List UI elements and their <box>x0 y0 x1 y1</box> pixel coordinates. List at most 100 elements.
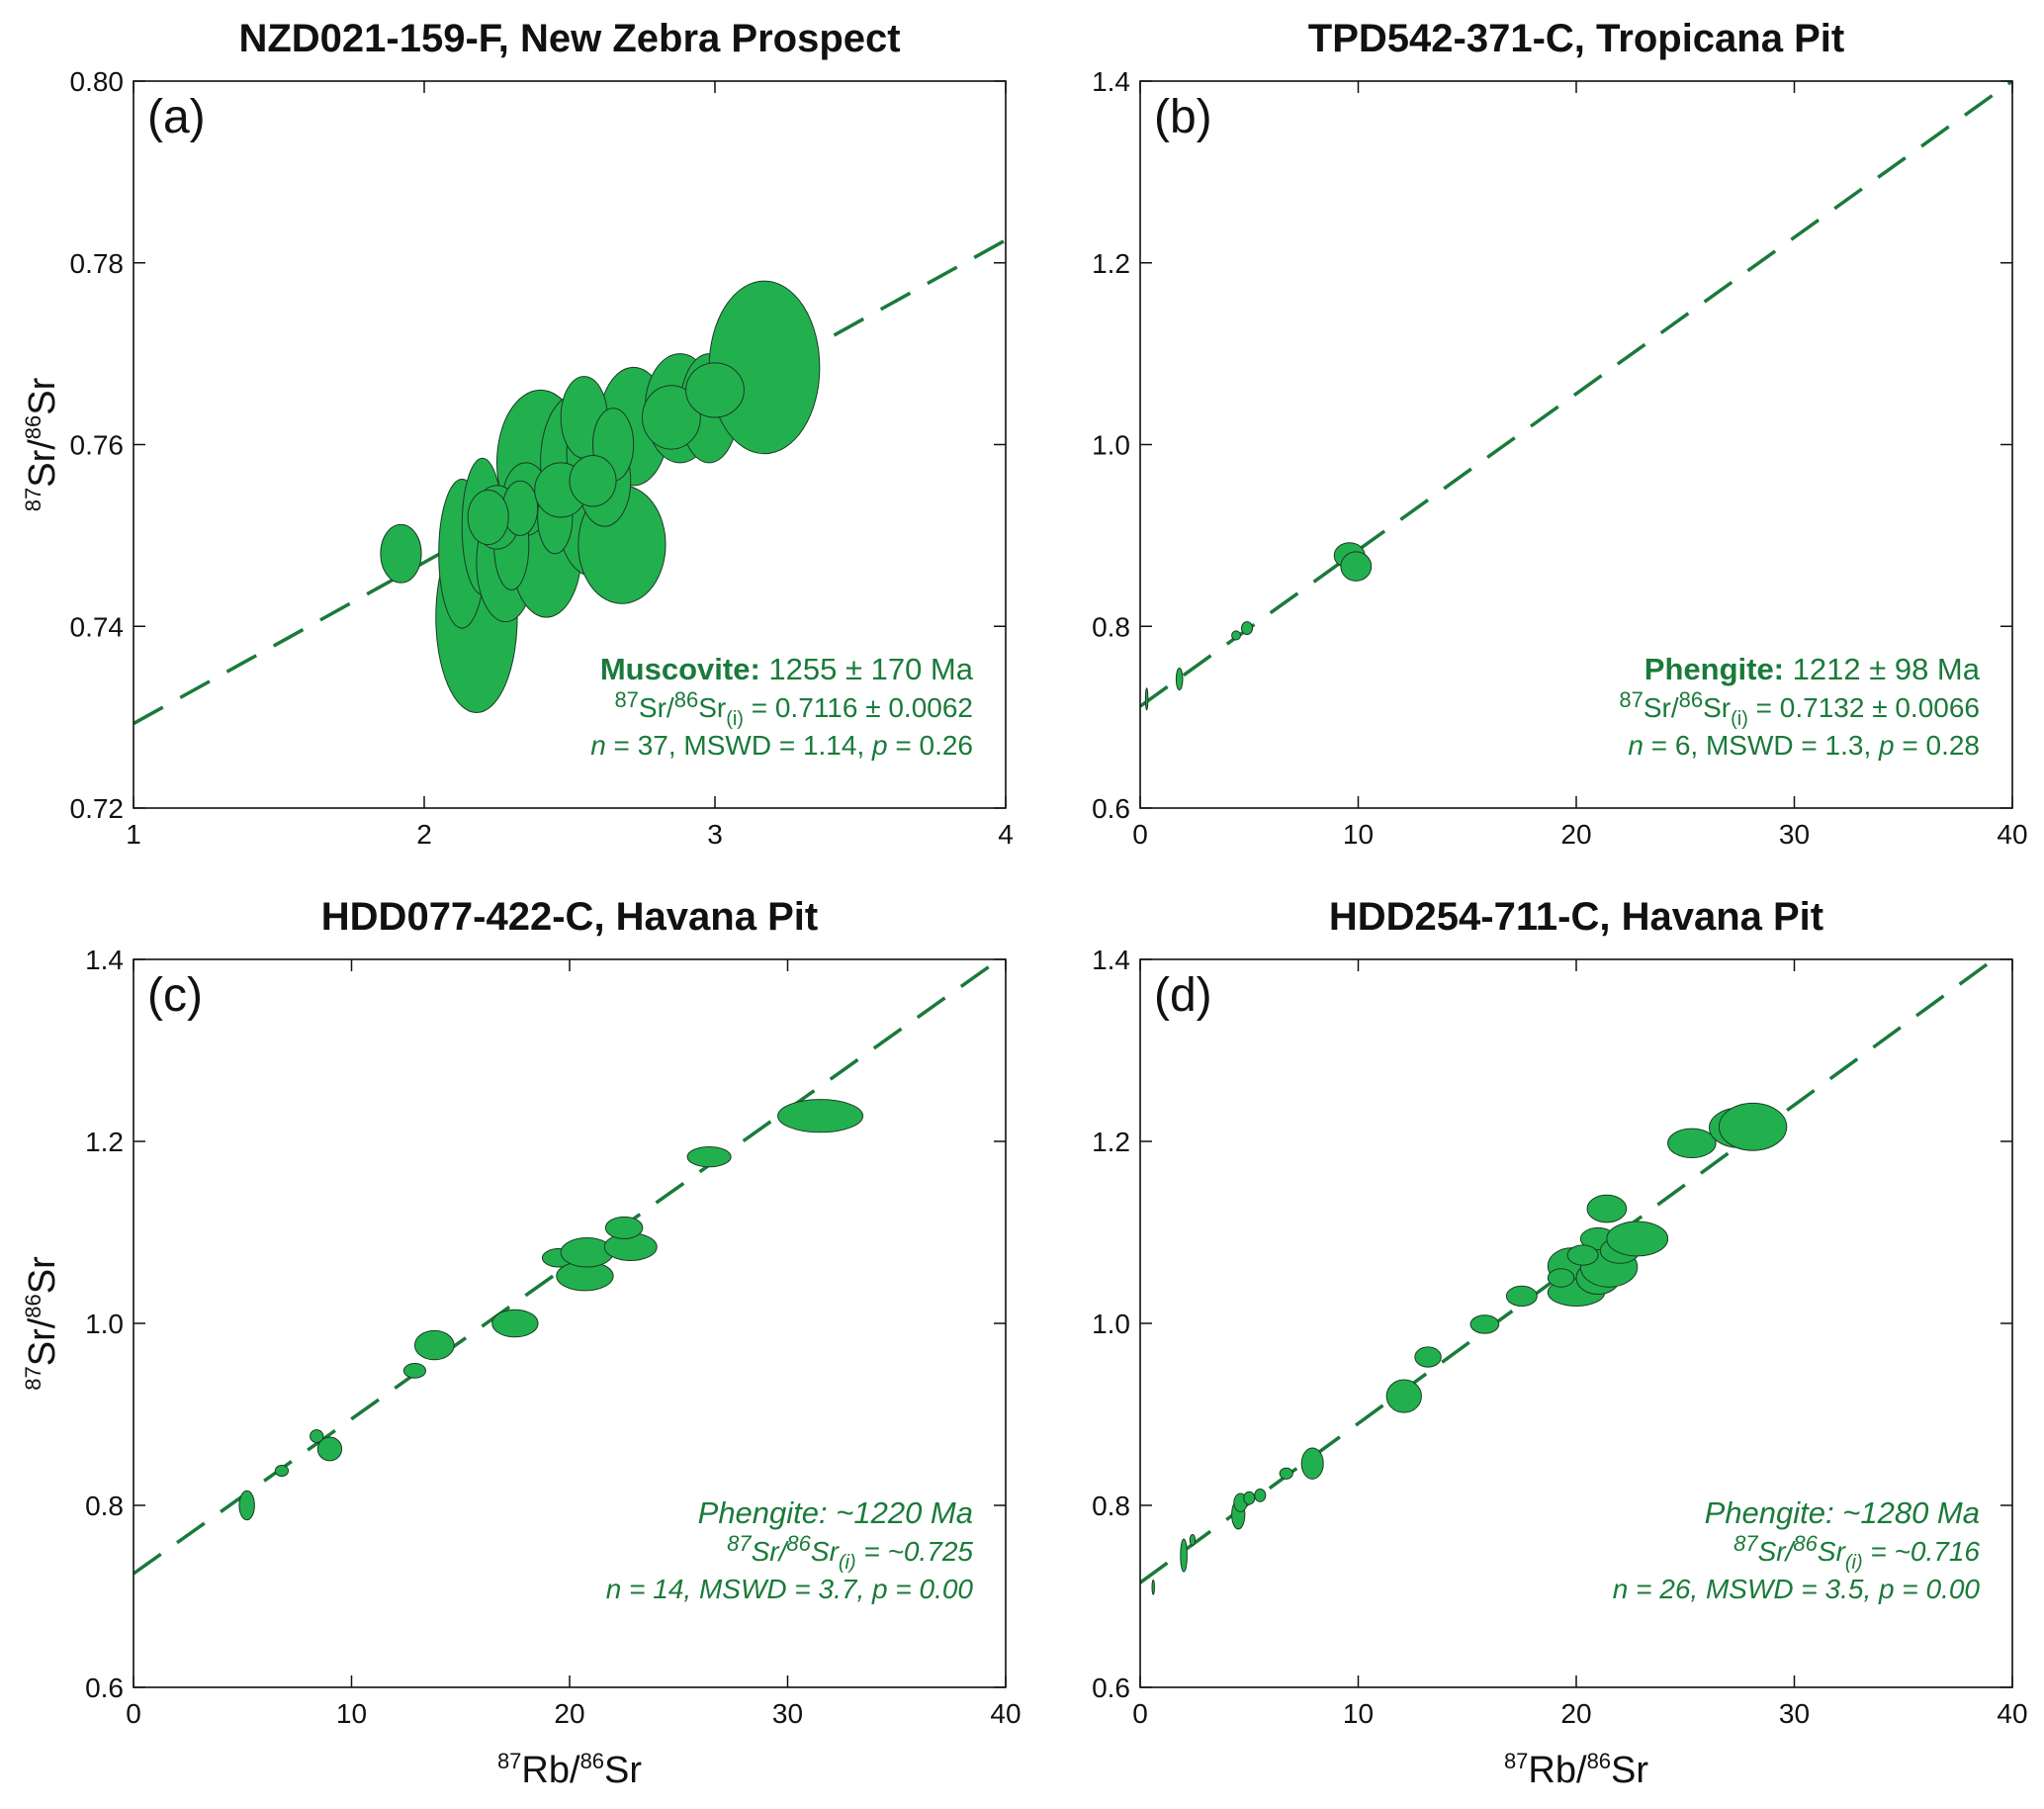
isotope-mass: 87 <box>1619 687 1643 712</box>
initial-subscript: (i) <box>1845 1552 1863 1574</box>
data-ellipse <box>1254 1488 1267 1502</box>
ratio-value: = 0.7116 ± 0.0062 <box>744 692 973 723</box>
element-symbol: Rb <box>1528 1750 1576 1791</box>
ratio-text: Sr/ <box>1758 1536 1797 1567</box>
data-ellipse <box>1300 1447 1324 1480</box>
data-ellipse <box>1469 1314 1500 1334</box>
x-tick-label: 40 <box>1997 819 2027 850</box>
data-ellipse <box>1241 621 1254 636</box>
data-ellipse <box>560 1237 614 1268</box>
y-tick-label: 1.4 <box>85 945 124 975</box>
p-symbol: p <box>1878 730 1895 761</box>
data-ellipse <box>1385 1379 1422 1413</box>
annotation-stats: n = 6, MSWD = 1.3, p = 0.28 <box>1628 730 1980 761</box>
x-tick-label: 0 <box>1132 1698 1148 1729</box>
y-tick-label: 0.78 <box>70 248 125 279</box>
panel-a: NZD021-159-F, New Zebra Prospect 1 2 3 4 0.72… <box>21 17 1014 850</box>
element-symbol: Sr <box>22 1256 63 1294</box>
y-tick-label: 1.0 <box>85 1309 124 1339</box>
data-ellipse <box>777 1099 864 1133</box>
panel-letter: (b) <box>1154 91 1212 143</box>
data-ellipse <box>1566 1244 1599 1266</box>
data-ellipse <box>685 362 745 418</box>
y-axis-label: 87Sr/86Sr <box>21 1256 63 1391</box>
panel-title: HDD077-422-C, Havana Pit <box>321 895 818 939</box>
y-tick-label: 1.2 <box>1092 1127 1130 1157</box>
annotation-age: Phengite: ~1280 Ma <box>1705 1495 1980 1530</box>
annotation-ratio: 87Sr/86Sr(i) = 0.7116 ± 0.0062 <box>614 687 973 730</box>
data-ellipse <box>501 480 539 536</box>
initial-subscript: (i) <box>726 708 744 730</box>
mineral-name: Phengite: <box>1705 1495 1834 1530</box>
element-symbol: Sr <box>1818 1536 1847 1567</box>
x-tick-label: 20 <box>554 1698 584 1729</box>
ratio-slash: / <box>1576 1750 1587 1791</box>
n-symbol: n <box>590 730 606 761</box>
x-tick-label: 1 <box>126 819 141 850</box>
ratio-text: Sr/ <box>1644 692 1679 723</box>
p-value: = 0.00 <box>1895 1574 1981 1604</box>
plot-area <box>1140 959 1998 1595</box>
data-ellipse <box>1279 1467 1293 1480</box>
y-tick-label: 1.4 <box>1092 66 1130 97</box>
x-tick-label: 30 <box>1779 819 1810 850</box>
panel-letter: (c) <box>147 969 203 1022</box>
element-symbol: Sr <box>22 449 63 487</box>
y-tick-label: 0.76 <box>70 430 125 461</box>
ratio-text: Sr/ <box>752 1536 790 1567</box>
mineral-name: Phengite: <box>698 1495 828 1530</box>
data-ellipse <box>1547 1268 1575 1288</box>
isotope-mass: 86 <box>21 415 45 439</box>
y-tick-label: 0.74 <box>70 611 125 642</box>
x-tick-label: 40 <box>990 1698 1021 1729</box>
data-ellipse <box>1667 1128 1717 1159</box>
x-tick-label: 30 <box>772 1698 803 1729</box>
panel-letter: (a) <box>147 91 206 143</box>
annotation-ratio: 87Sr/86Sr(i) = ~0.725 <box>727 1531 973 1574</box>
annotation-stats: n = 14, MSWD = 3.7, p = 0.00 <box>606 1574 974 1604</box>
annotation-age: Muscovite: 1255 ± 170 Ma <box>600 652 974 686</box>
data-ellipse <box>380 523 422 584</box>
x-tick-label: 10 <box>1343 819 1374 850</box>
p-value: = 0.26 <box>888 730 973 761</box>
x-tick-label: 20 <box>1560 819 1591 850</box>
isotope-mass: 86 <box>21 1294 45 1317</box>
data-ellipse <box>402 1362 426 1379</box>
isotope-mass: 86 <box>1793 1531 1818 1556</box>
y-tick-label: 0.8 <box>85 1491 124 1521</box>
ratio-slash: / <box>22 1317 63 1328</box>
data-ellipse <box>1586 1194 1628 1223</box>
element-symbol: Sr <box>1703 692 1731 723</box>
data-ellipse <box>1180 1538 1188 1573</box>
p-symbol: p <box>871 1574 888 1604</box>
plot-area <box>133 238 1006 726</box>
mineral-name: Muscovite: <box>600 652 760 686</box>
p-symbol: p <box>1878 1574 1895 1604</box>
isotope-mass: 86 <box>1587 1749 1611 1773</box>
data-ellipse <box>1151 1579 1155 1595</box>
x-axis-label: 87Rb/86Sr <box>1504 1749 1648 1791</box>
panel-b: TPD542-371-C, Tropicana Pit 0 10 20 30 40 0.6 0… <box>1092 17 2028 850</box>
element-symbol: Rb <box>521 1750 570 1791</box>
element-symbol: Sr <box>1611 1750 1648 1791</box>
annotation-ratio: 87Sr/86Sr(i) = 0.7132 ± 0.0066 <box>1619 687 1980 730</box>
initial-subscript: (i) <box>839 1552 856 1574</box>
x-axis-label: 87Rb/86Sr <box>497 1749 642 1791</box>
y-tick-label: 1.0 <box>1092 1309 1130 1339</box>
data-ellipse <box>604 1216 644 1239</box>
p-value: = 0.00 <box>888 1574 974 1604</box>
data-ellipse <box>686 1146 732 1168</box>
ratio-slash: / <box>22 439 63 450</box>
element-symbol: Sr <box>22 377 63 414</box>
data-ellipse <box>1414 1346 1442 1368</box>
x-tick-label: 2 <box>416 819 432 850</box>
data-ellipse <box>1189 1533 1197 1546</box>
y-tick-label: 0.6 <box>85 1673 124 1703</box>
regression-line <box>1140 81 2012 708</box>
ratio-value: = 0.7132 ± 0.0066 <box>1748 692 1980 723</box>
element-symbol: Sr <box>22 1328 63 1366</box>
x-tick-label: 10 <box>336 1698 367 1729</box>
